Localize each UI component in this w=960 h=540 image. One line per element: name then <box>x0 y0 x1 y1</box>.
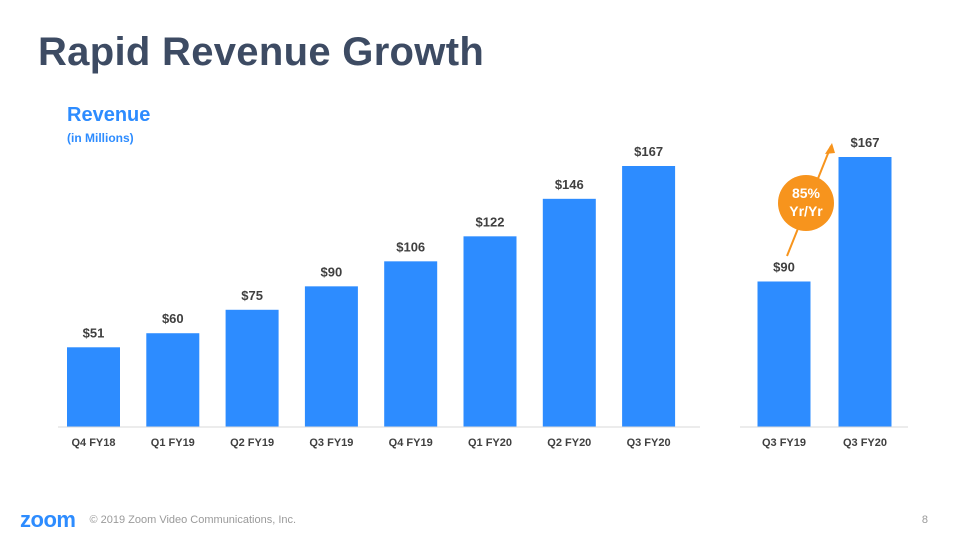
main-data-label-2: $75 <box>241 288 263 303</box>
main-category-label-2: Q2 FY19 <box>230 437 274 449</box>
main-data-label-3: $90 <box>321 264 343 279</box>
main-bar-0 <box>67 347 120 427</box>
growth-annotation: 85% Yr/Yr <box>778 143 835 257</box>
growth-period: Yr/Yr <box>789 203 823 219</box>
zoom-logo: zoom <box>20 507 76 532</box>
comparison-data-label-0: $90 <box>773 259 795 274</box>
footer: zoom © 2019 Zoom Video Communications, I… <box>20 507 297 532</box>
main-bar-5 <box>463 236 517 427</box>
main-bar-6 <box>542 198 596 427</box>
comparison-category-label-0: Q3 FY19 <box>762 437 806 449</box>
main-bar-4 <box>384 261 438 427</box>
comparison-category-label-1: Q3 FY20 <box>843 437 887 449</box>
slide-title: Rapid Revenue Growth <box>38 30 485 74</box>
comparison-bar-1 <box>838 157 892 427</box>
copyright-text: © 2019 Zoom Video Communications, Inc. <box>89 514 297 526</box>
main-data-label-0: $51 <box>83 325 105 340</box>
comparison-data-label-1: $167 <box>851 135 880 150</box>
main-data-label-5: $122 <box>476 214 505 229</box>
main-bar-2 <box>225 309 279 427</box>
growth-badge <box>778 175 834 231</box>
main-bar-3 <box>304 286 358 427</box>
main-data-label-7: $167 <box>634 144 663 159</box>
chart-title: Revenue <box>67 104 151 126</box>
comparison-bar-0 <box>757 281 811 427</box>
main-category-label-5: Q1 FY20 <box>468 437 512 449</box>
main-category-label-7: Q3 FY20 <box>627 437 671 449</box>
main-bar-1 <box>146 333 200 427</box>
main-bar-group: $51 Q4 FY18 $60 Q1 FY19 $75 Q2 FY19 $90 Q3 FY19… <box>67 144 676 449</box>
main-category-label-0: Q4 FY18 <box>71 437 115 449</box>
chart-subtitle: (in Millions) <box>67 131 134 145</box>
main-category-label-6: Q2 FY20 <box>547 437 591 449</box>
main-category-label-4: Q4 FY19 <box>389 437 433 449</box>
main-data-label-6: $146 <box>555 177 584 192</box>
main-bar-7 <box>622 166 676 427</box>
main-data-label-1: $60 <box>162 311 184 326</box>
main-category-label-3: Q3 FY19 <box>309 437 353 449</box>
main-category-label-1: Q1 FY19 <box>151 437 195 449</box>
growth-percent: 85% <box>792 185 821 201</box>
growth-arrow-head <box>825 143 835 154</box>
comparison-bar-group: $90 Q3 FY19 $167 Q3 FY20 <box>757 135 892 449</box>
main-data-label-4: $106 <box>396 239 425 254</box>
page-number: 8 <box>921 514 928 526</box>
